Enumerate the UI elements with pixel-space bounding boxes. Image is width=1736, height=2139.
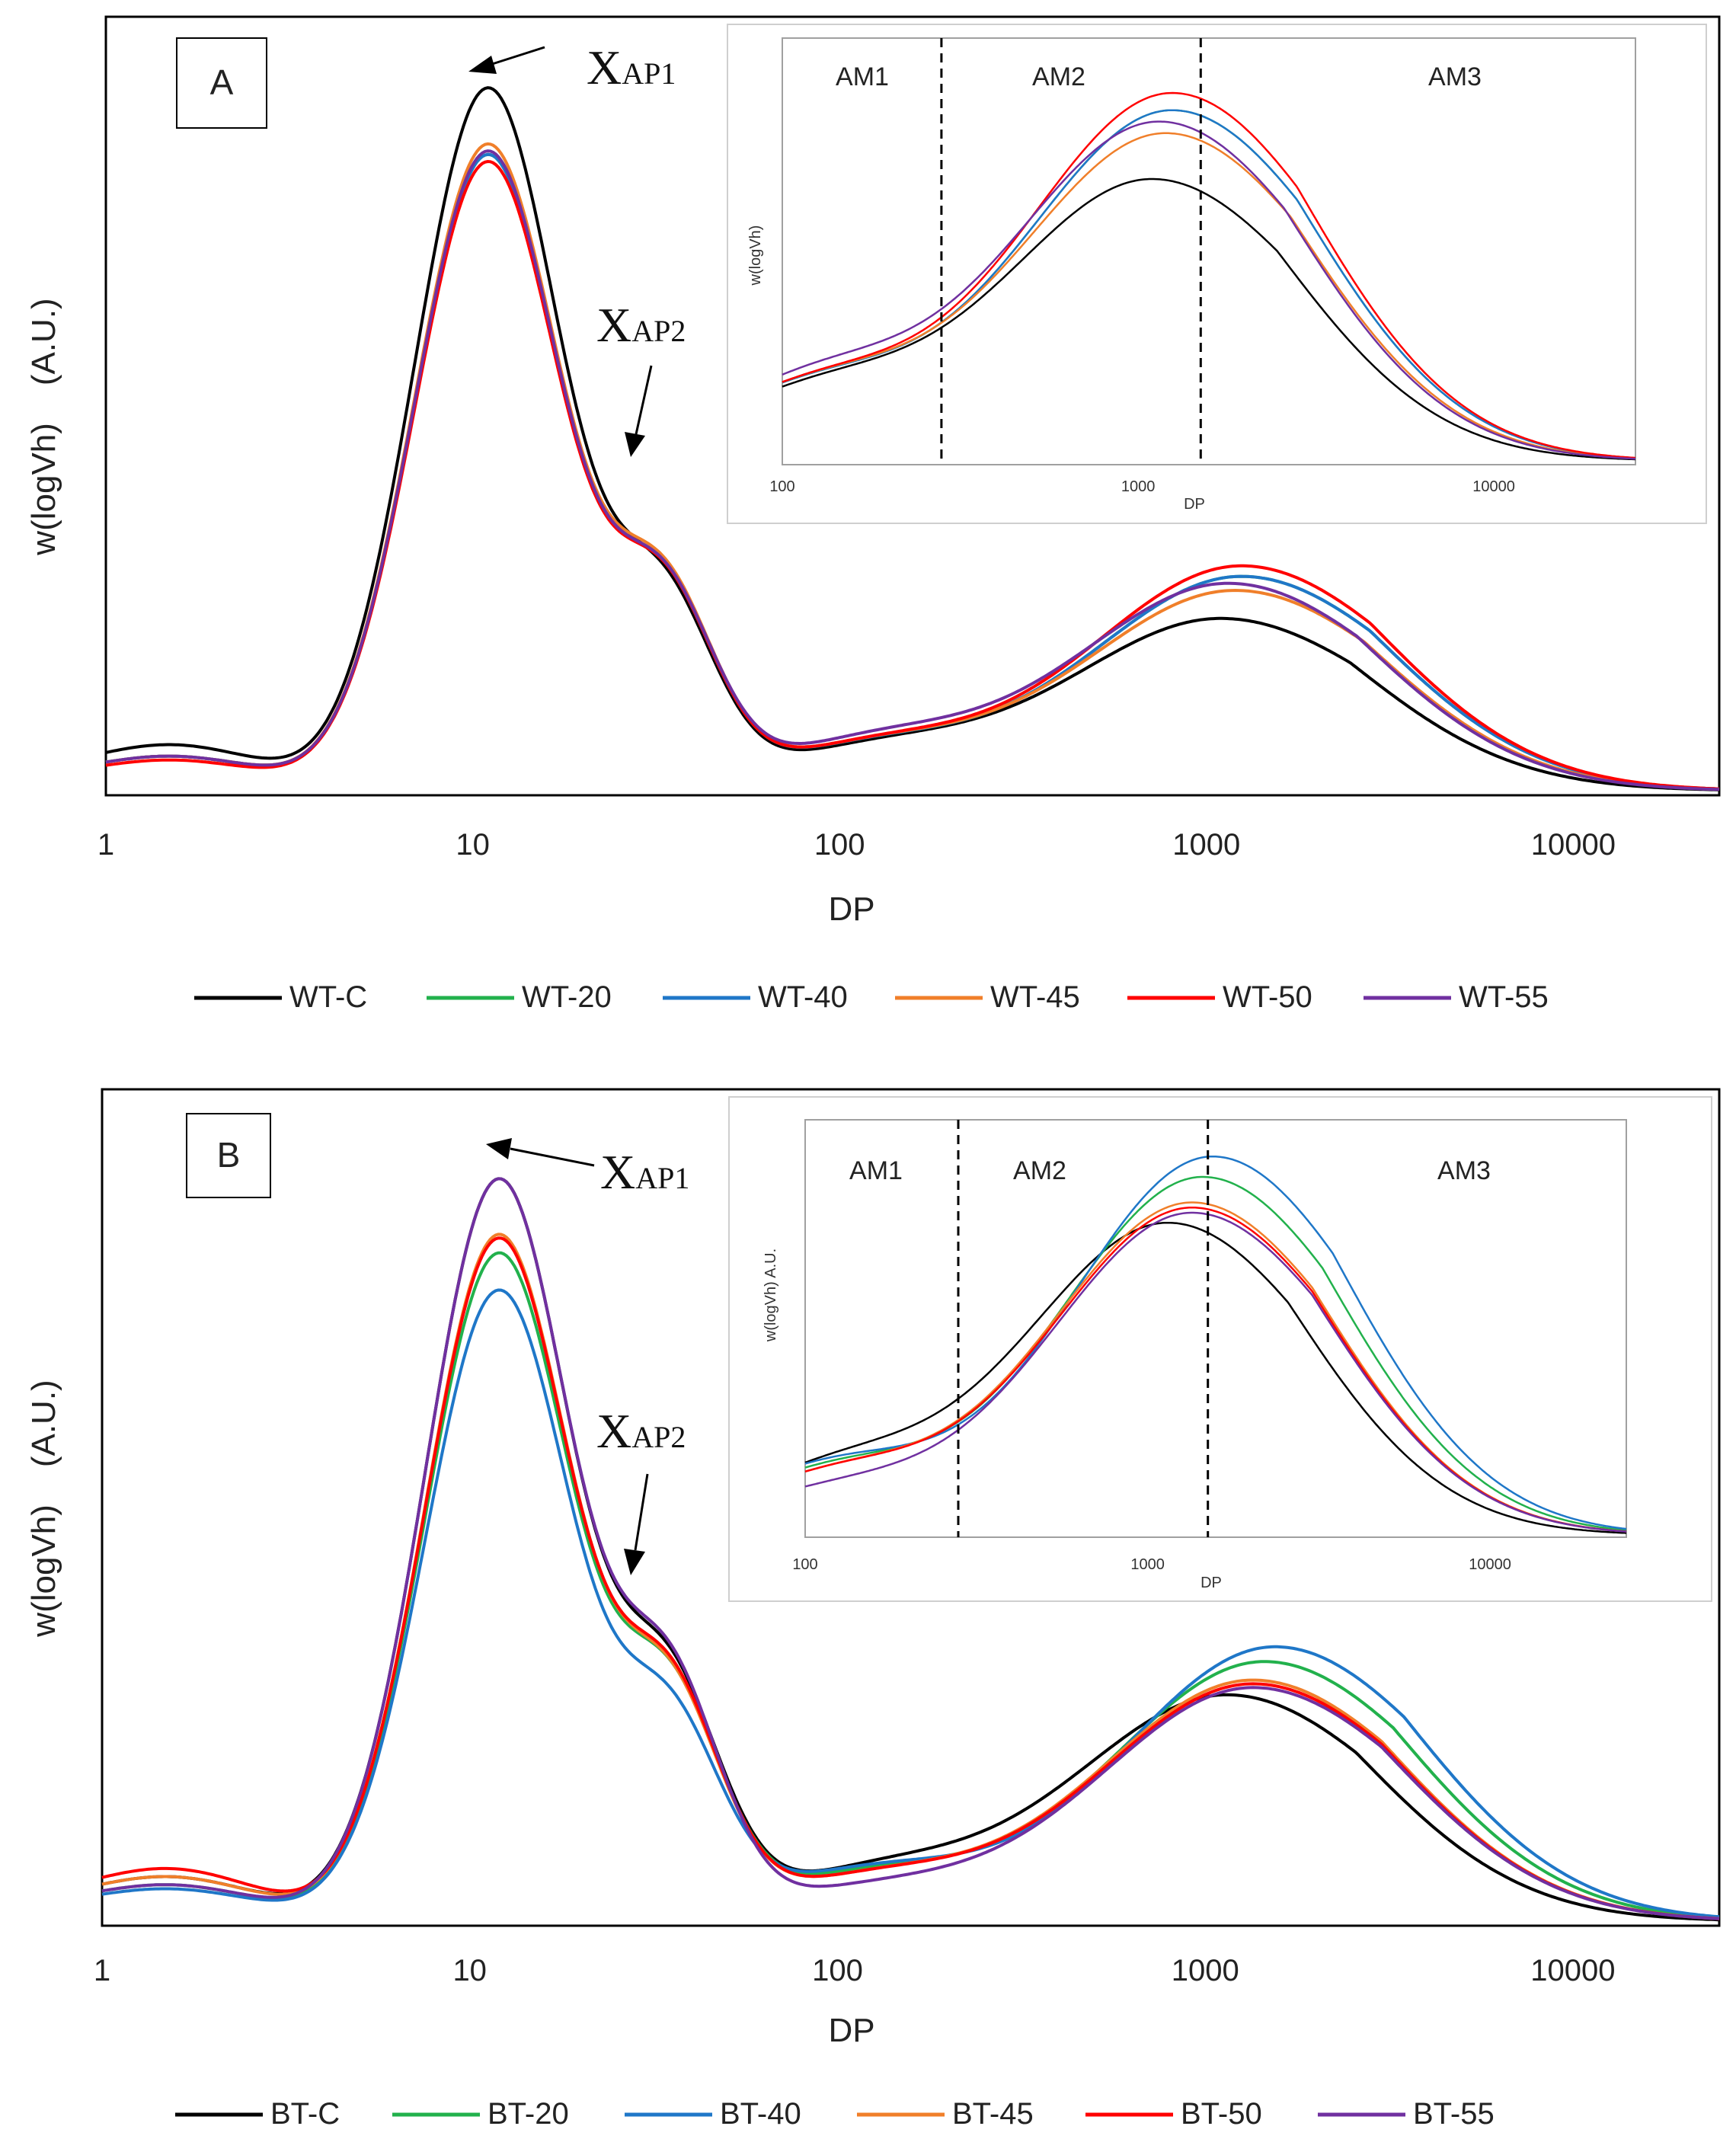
panel-a-inset-region-am1: AM1 xyxy=(836,62,889,91)
panel-a-inset-x-title: DP xyxy=(1184,496,1205,513)
panel-b-inset-region-am1: AM1 xyxy=(849,1156,903,1185)
legend-label-wt-55: WT-55 xyxy=(1459,980,1549,1014)
panel-a-arrow-ap2 xyxy=(635,365,653,435)
x-tick-label-10000: 10000 xyxy=(1530,1954,1615,1987)
panel-b-arrow-ap1 xyxy=(510,1147,595,1167)
x-tick-label-100: 100 xyxy=(814,828,865,862)
panel-b-series xyxy=(101,1177,1720,1922)
inset-series-line-wt-55 xyxy=(782,120,1636,460)
inset-series-line-bt-55 xyxy=(804,1211,1627,1533)
panel-a-arrow-ap1 xyxy=(487,46,545,67)
panel-a-x-ticks: 1 10 100 1000 10000 xyxy=(98,828,1616,862)
panel-a-annotation-ap2: XAP2 xyxy=(596,298,686,352)
x-tick-label-1: 1 xyxy=(94,1954,110,1987)
legend-label-bt-45: BT-45 xyxy=(952,2097,1034,2131)
panel-a-inset-series xyxy=(782,91,1636,461)
panel-b-inset-x-ticks: 100 1000 10000 xyxy=(792,1556,1511,1573)
legend-label-wt-45: WT-45 xyxy=(990,980,1080,1014)
inset-x-tick-label-1000: 1000 xyxy=(1130,1556,1165,1573)
panel-a-inset-region-am2: AM2 xyxy=(1032,62,1085,91)
series-line-wt-c xyxy=(105,86,1720,791)
panel-b-annotation-ap2: XAP2 xyxy=(596,1404,686,1458)
panel-a-series xyxy=(105,86,1720,791)
panel-a-x-axis-title: DP xyxy=(828,890,874,928)
panel-a-legend: WT-C WT-20 WT-40 WT-45 WT-50 WT-55 xyxy=(194,980,1549,1014)
inset-x-tick-label-100: 100 xyxy=(769,478,794,495)
panel-a-arrowhead-ap2 xyxy=(625,432,645,457)
legend-label-bt-40: BT-40 xyxy=(720,2097,801,2131)
x-tick-label-100: 100 xyxy=(812,1954,863,1987)
x-tick-label-10: 10 xyxy=(452,1954,487,1987)
panel-b-x-ticks: 1 10 100 1000 10000 xyxy=(94,1954,1616,1987)
panel-b-inset-plot-area xyxy=(804,1119,1627,1538)
panel-a-label: A xyxy=(210,62,234,102)
panel-a-inset-plot-area xyxy=(782,37,1636,465)
legend-label-wt-c: WT-C xyxy=(289,980,367,1014)
panel-b-inset: 100 1000 10000 AM1 AM2 AM3 DP w(logVh) A.U… xyxy=(728,1096,1712,1602)
series-line-bt-55 xyxy=(101,1177,1720,1920)
x-tick-label-10000: 10000 xyxy=(1531,828,1616,862)
x-tick-label-1000: 1000 xyxy=(1172,828,1240,862)
series-line-wt-55 xyxy=(105,149,1720,791)
panel-a-inset-x-ticks: 100 1000 10000 xyxy=(769,478,1515,495)
panel-b-arrowhead-ap1 xyxy=(486,1138,512,1159)
x-tick-label-1: 1 xyxy=(98,828,114,862)
panel-b-inset-x-title: DP xyxy=(1200,1575,1222,1591)
panel-b-inset-series xyxy=(804,1155,1627,1534)
panel-b-inset-region-am3: AM3 xyxy=(1437,1156,1491,1185)
legend-label-bt-c: BT-C xyxy=(270,2097,340,2131)
panel-b-arrow-ap2 xyxy=(634,1473,649,1551)
inset-x-tick-label-1000: 1000 xyxy=(1121,478,1156,495)
panel-b: 1 10 100 1000 10000 DP w(logVh) (A.U.) B XAP… xyxy=(25,1088,1721,2131)
legend-label-wt-40: WT-40 xyxy=(758,980,848,1014)
legend-label-bt-55: BT-55 xyxy=(1413,2097,1495,2131)
panel-a-inset-region-am3: AM3 xyxy=(1428,62,1482,91)
panel-a-y-axis-title: w(logVh) (A.U.) xyxy=(25,298,62,555)
panel-b-y-axis-title: w(logVh) (A.U.) xyxy=(25,1380,62,1637)
panel-b-annotation-ap1: XAP1 xyxy=(600,1145,689,1199)
panel-a: 1 10 100 1000 10000 DP w(logVh) (A.U.) A XAP… xyxy=(25,15,1721,1014)
series-line-bt-40 xyxy=(101,1288,1720,1919)
panel-a-label-box xyxy=(176,37,267,129)
inset-series-line-bt-40 xyxy=(804,1155,1627,1530)
inset-x-tick-label-10000: 10000 xyxy=(1472,478,1515,495)
panel-b-label: B xyxy=(217,1135,241,1175)
panel-a-annotation-ap1: XAP1 xyxy=(587,40,676,94)
panel-a-inset-y-title: w(logVh) xyxy=(747,225,764,286)
legend-label-wt-50: WT-50 xyxy=(1223,980,1312,1014)
inset-series-line-wt-50 xyxy=(782,91,1636,459)
x-tick-label-1000: 1000 xyxy=(1172,1954,1239,1987)
panel-b-arrowhead-ap2 xyxy=(624,1549,645,1575)
legend-label-wt-20: WT-20 xyxy=(522,980,612,1014)
inset-x-tick-label-10000: 10000 xyxy=(1469,1556,1511,1573)
panel-b-inset-frame xyxy=(728,1096,1712,1602)
panel-b-legend: BT-C BT-20 BT-40 BT-45 BT-50 BT-55 xyxy=(175,2097,1495,2131)
panel-b-label-box xyxy=(186,1113,271,1198)
inset-series-line-wt-c xyxy=(782,177,1636,461)
panel-a-inset: 100 1000 10000 AM1 AM2 AM3 DP w(logVh) xyxy=(727,24,1707,524)
panel-b-x-axis-title: DP xyxy=(828,2012,874,2049)
legend-label-bt-20: BT-20 xyxy=(488,2097,569,2131)
panel-b-inset-region-am2: AM2 xyxy=(1013,1156,1066,1185)
inset-series-line-bt-c xyxy=(804,1221,1627,1534)
panel-a-arrowhead-ap1 xyxy=(468,56,497,74)
inset-x-tick-label-100: 100 xyxy=(792,1556,817,1573)
inset-series-line-wt-45 xyxy=(782,132,1636,460)
panel-b-inset-y-title: w(logVh) A.U. xyxy=(762,1249,779,1342)
x-tick-label-10: 10 xyxy=(456,828,490,862)
legend-label-bt-50: BT-50 xyxy=(1181,2097,1262,2131)
